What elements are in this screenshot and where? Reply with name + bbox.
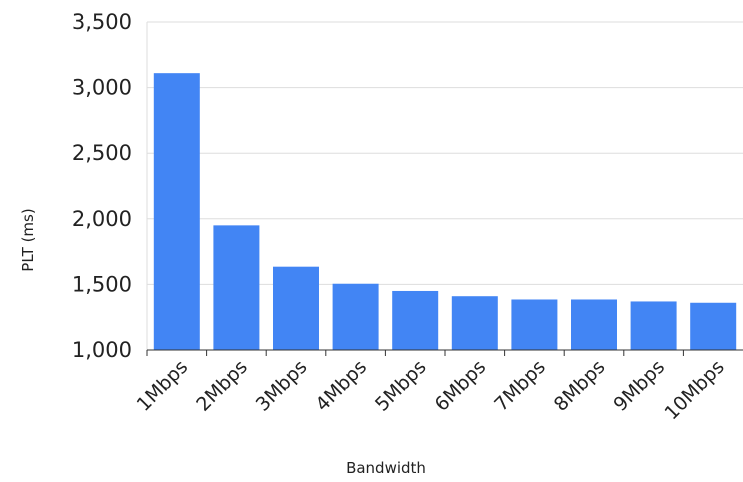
- bar-1Mbps: [153, 73, 200, 350]
- bar-8Mbps: [571, 299, 617, 350]
- y-axis-ticks: 1,000 1,500 2,000 2,500 3,000 3,500: [72, 10, 132, 362]
- x-tick-label: 5Mbps: [371, 356, 431, 416]
- y-tick-label: 2,000: [72, 207, 132, 231]
- y-tick-label: 1,500: [72, 272, 132, 296]
- y-tick-label: 3,000: [72, 76, 132, 100]
- y-tick-label: 2,500: [72, 141, 132, 165]
- bar-9Mbps: [630, 301, 677, 350]
- x-tick-label: 10Mbps: [660, 356, 728, 424]
- x-tick-label: 4Mbps: [311, 356, 371, 416]
- x-tick-label: 3Mbps: [252, 356, 312, 416]
- x-tick-label: 1Mbps: [133, 356, 193, 416]
- x-tick-label: 6Mbps: [431, 356, 491, 416]
- bar-6Mbps: [451, 296, 498, 350]
- bar-2Mbps: [213, 225, 260, 350]
- bar-10Mbps: [690, 302, 737, 350]
- x-axis-title: Bandwidth: [346, 459, 426, 477]
- x-tick-label: 2Mbps: [192, 356, 252, 416]
- y-tick-label: 3,500: [72, 10, 132, 34]
- x-tick-label: 7Mbps: [490, 356, 550, 416]
- y-tick-label: 1,000: [72, 338, 132, 362]
- bar-4Mbps: [332, 283, 379, 350]
- x-tick-label: 8Mbps: [550, 356, 610, 416]
- x-axis-ticks: 1Mbps 2Mbps 3Mbps 4Mbps 5Mbps 6Mbps 7Mbps 8Mbps…: [133, 350, 729, 424]
- bar-7Mbps: [511, 299, 558, 350]
- bar-3Mbps: [273, 266, 319, 350]
- y-axis-title: PLT (ms): [19, 208, 37, 271]
- bars: [153, 73, 737, 350]
- bar-5Mbps: [392, 290, 439, 350]
- x-tick-label: 9Mbps: [609, 356, 669, 416]
